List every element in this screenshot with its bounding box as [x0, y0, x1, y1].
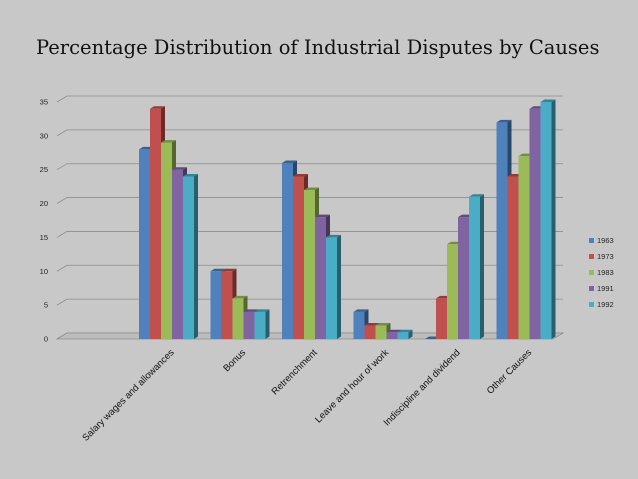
- legend-item-1992: 1992: [589, 300, 614, 309]
- legend-swatch: [589, 238, 594, 243]
- bar-1992: [397, 329, 413, 339]
- gridline: [56, 298, 563, 306]
- y-axis: 0 5 10 15 20 25 30 35: [40, 98, 48, 344]
- y-tick-label: 25: [40, 165, 48, 174]
- y-tick-label: 35: [40, 98, 48, 107]
- chart-title: Percentage Distribution of Industrial Di…: [36, 36, 600, 59]
- gridline: [56, 95, 563, 103]
- legend-label: 1963: [597, 236, 614, 245]
- gridline: [56, 264, 563, 272]
- y-tick-label: 10: [40, 267, 48, 276]
- bar-1992: [469, 194, 484, 339]
- legend-label: 1991: [597, 284, 614, 293]
- category-label: Other Causes: [485, 347, 534, 396]
- y-tick-label: 5: [44, 301, 48, 310]
- gridline: [56, 163, 563, 171]
- legend-swatch: [589, 286, 594, 291]
- legend: 1963 1973 1983 1991 1992: [589, 236, 614, 309]
- gridline: [56, 231, 563, 238]
- legend-label: 1992: [597, 300, 614, 309]
- legend-item-1973: 1973: [589, 252, 614, 261]
- legend-swatch: [589, 270, 594, 275]
- category-labels: Salary wages and allowances Bonus Retrench…: [80, 347, 534, 444]
- bar-1992: [183, 173, 198, 339]
- gridline: [56, 129, 563, 137]
- category-label: Indiscipline and dividend: [382, 347, 463, 428]
- category-label: Retrenchment: [270, 347, 320, 397]
- legend-item-1991: 1991: [589, 284, 614, 293]
- y-tick-label: 20: [40, 199, 48, 208]
- gridline: [56, 197, 563, 204]
- legend-label: 1983: [597, 268, 614, 277]
- y-tick-label: 0: [44, 335, 48, 344]
- y-tick-label: 15: [40, 233, 48, 242]
- legend-swatch: [589, 254, 594, 259]
- bar-1992: [254, 309, 270, 339]
- category-label: Salary wages and allowances: [80, 347, 176, 443]
- category-label: Leave and hour of work: [313, 347, 391, 425]
- bar-1992: [540, 99, 556, 339]
- legend-item-1963: 1963: [589, 236, 614, 245]
- y-tick-label: 30: [40, 131, 48, 140]
- category-label: Bonus: [221, 347, 248, 374]
- legend-label: 1973: [597, 252, 614, 261]
- legend-swatch: [589, 302, 594, 307]
- legend-item-1983: 1983: [589, 268, 614, 277]
- bar-1992: [326, 234, 341, 339]
- bars: [139, 99, 556, 340]
